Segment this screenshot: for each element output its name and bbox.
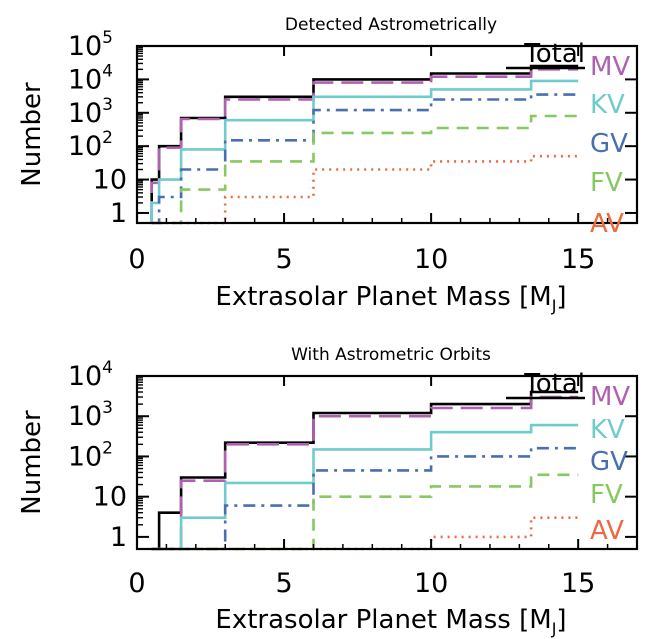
y-tick-label: 104 bbox=[68, 61, 113, 95]
y-axis-label: Number bbox=[17, 82, 47, 187]
legend-label-mv: MV bbox=[590, 52, 630, 82]
x-tick-label: 10 bbox=[414, 568, 448, 599]
legend-label-fv: FV bbox=[590, 168, 623, 198]
legend-label-av: AV bbox=[590, 209, 624, 239]
y-axis-label: Number bbox=[17, 410, 47, 515]
plot-frame bbox=[135, 374, 639, 551]
legend-label-mv: MV bbox=[590, 382, 630, 412]
x-tick-label: 15 bbox=[561, 244, 595, 275]
y-tick-label: 102 bbox=[68, 438, 113, 472]
x-tick-label: 0 bbox=[128, 244, 145, 275]
legend-label-fv: FV bbox=[590, 480, 623, 510]
legend-label-av: AV bbox=[590, 516, 624, 546]
x-axis-label: Extrasolar Planet Mass [MJ] bbox=[215, 605, 566, 638]
series-line-av bbox=[151, 154, 579, 225]
chart-title: With Astrometric Orbits bbox=[291, 345, 491, 365]
x-tick-label: 5 bbox=[275, 568, 292, 599]
y-tick-label: 10 bbox=[93, 165, 127, 196]
series-line-av bbox=[151, 516, 579, 551]
y-tick-label: 103 bbox=[68, 95, 113, 129]
series-line-total bbox=[151, 390, 579, 551]
series-line-mv bbox=[151, 395, 579, 551]
x-tick-label: 5 bbox=[275, 244, 292, 275]
legend-label-total: Total bbox=[523, 369, 585, 399]
legend-label-kv: KV bbox=[590, 415, 625, 445]
x-tick-label: 0 bbox=[128, 568, 145, 599]
legend-label-gv: GV bbox=[590, 447, 628, 477]
series-line-mv bbox=[150, 68, 579, 223]
legend-label-gv: GV bbox=[590, 129, 628, 159]
series-line-gv bbox=[151, 93, 579, 225]
y-tick-label: 104 bbox=[68, 358, 113, 392]
y-tick-label: 102 bbox=[68, 128, 113, 162]
chart-title: Detected Astrometrically bbox=[285, 15, 497, 35]
y-tick-label: 103 bbox=[68, 398, 113, 432]
y-tick-label: 1 bbox=[110, 522, 127, 553]
x-tick-label: 15 bbox=[561, 568, 595, 599]
chart-panel-2: With Astrometric Orbits 0 5 10 15 1 10 102 103 10… bbox=[17, 345, 639, 638]
series-line-kv bbox=[150, 79, 579, 223]
y-tick-label: 105 bbox=[68, 28, 113, 62]
plot-frame bbox=[135, 44, 639, 225]
series-line-gv bbox=[151, 446, 579, 551]
x-axis-label: Extrasolar Planet Mass [MJ] bbox=[215, 282, 566, 315]
y-tick-label: 10 bbox=[93, 482, 127, 513]
series-line-fv bbox=[151, 473, 579, 551]
legend-label-kv: KV bbox=[590, 90, 625, 120]
x-tick-label: 10 bbox=[414, 244, 448, 275]
legend-label-total: Total bbox=[523, 39, 585, 69]
y-tick-label: 1 bbox=[110, 198, 127, 229]
